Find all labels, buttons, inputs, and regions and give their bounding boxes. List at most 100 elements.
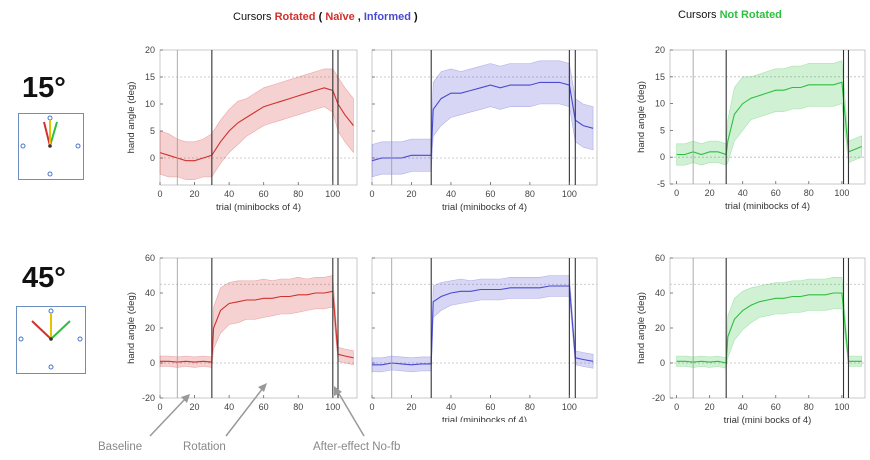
target-dot — [47, 171, 53, 177]
error-band — [159, 68, 354, 180]
x-tick-label: 60 — [771, 188, 781, 198]
error-band — [676, 277, 862, 369]
y-tick-label: 60 — [145, 253, 155, 263]
x-axis-label: trial (mini bocks of 4) — [724, 415, 812, 426]
x-tick-label: 0 — [369, 402, 374, 412]
y-axis-label: hand angle (deg) — [636, 81, 647, 153]
x-tick-label: 0 — [674, 188, 679, 198]
y-tick-label: -20 — [142, 393, 155, 403]
y-tick-label: 0 — [660, 358, 665, 368]
chart-45-not-rotated: 0 20 40 60 80 100 -20 0 20 40 60 trial (mini bocks … — [636, 253, 866, 426]
baseline-annotation: Baseline — [98, 441, 143, 453]
y-tick-label: 20 — [655, 45, 665, 55]
baseline-arrowhead — [181, 394, 190, 403]
x-tick-label: 100 — [325, 189, 340, 199]
x-tick-label: 60 — [259, 189, 269, 199]
y-tick-label: 5 — [150, 126, 155, 136]
aftereffect-annotation: After-effect No-fb — [313, 441, 401, 453]
x-tick-label: 80 — [804, 402, 814, 412]
y-tick-label: 0 — [150, 358, 155, 368]
target-diagram-15 — [18, 113, 84, 180]
x-tick-label: 100 — [834, 402, 849, 412]
x-tick-label: 60 — [771, 402, 781, 412]
plot-area — [159, 49, 358, 186]
x-tick-label: 80 — [525, 189, 535, 199]
y-tick-label: 10 — [145, 99, 155, 109]
y-tick-label: -20 — [652, 393, 665, 403]
baseline-arrow — [149, 397, 187, 437]
not-rotated-arrow — [49, 121, 58, 147]
x-tick-label: 100 — [834, 188, 849, 198]
mean-line — [676, 292, 862, 364]
x-tick-label: 0 — [369, 189, 374, 199]
x-tick-label: 20 — [406, 402, 416, 412]
mean-line — [159, 87, 354, 162]
y-axis-label: hand angle (deg) — [636, 292, 647, 364]
target-diagram-45 — [16, 306, 86, 374]
x-tick-label: 40 — [446, 402, 456, 412]
start-dot — [49, 337, 53, 341]
plot-area — [371, 257, 598, 399]
aftereffect-arrowhead — [334, 386, 342, 396]
x-tick-label: 20 — [705, 188, 715, 198]
paren-open: ( — [318, 11, 323, 23]
row-label-15: 15° — [22, 72, 66, 104]
x-tick-label: 80 — [293, 402, 303, 412]
y-axis-label: hand angle (deg) — [126, 292, 137, 364]
target-dot — [77, 336, 83, 342]
y-tick-label: 40 — [655, 288, 665, 298]
x-tick-label: 100 — [562, 189, 577, 199]
comma: , — [357, 11, 361, 23]
x-tick-label: 20 — [705, 402, 715, 412]
y-tick-label: 0 — [150, 153, 155, 163]
x-tick-label: 20 — [406, 189, 416, 199]
y-tick-label: -5 — [657, 179, 665, 189]
not-rotated-header-word: Not Rotated — [719, 9, 782, 21]
y-axis-label: hand angle (deg) — [126, 82, 137, 154]
plot-area — [159, 257, 358, 399]
error-band — [159, 275, 354, 368]
x-tick-label: 80 — [525, 402, 535, 412]
y-tick-label: 15 — [145, 72, 155, 82]
aftereffect-arrow — [337, 391, 365, 437]
x-tick-label: 0 — [157, 189, 162, 199]
x-tick-label: 100 — [562, 402, 577, 412]
paren-close: ) — [414, 11, 418, 23]
rotated-header-prefix: Cursors — [233, 11, 272, 23]
error-band — [676, 60, 862, 166]
error-band — [371, 60, 594, 178]
mean-line — [371, 81, 594, 162]
x-tick-label: 80 — [804, 188, 814, 198]
x-tick-label: 40 — [738, 402, 748, 412]
naive-label: Naïve — [325, 11, 355, 23]
x-tick-label: 80 — [293, 189, 303, 199]
x-tick-label: 0 — [674, 402, 679, 412]
x-tick-label: 100 — [325, 402, 340, 412]
chart-15-not-rotated: 0 20 40 60 80 100 -5 0 5 10 15 20 trial (minibocks o… — [636, 45, 866, 212]
plot-area — [371, 49, 598, 186]
not-rotated-header: Cursors Not Rotated — [678, 9, 782, 21]
y-tick-label: 20 — [145, 323, 155, 333]
x-tick-label: 40 — [224, 189, 234, 199]
x-axis-label: trial (minibocks of 4) — [725, 201, 810, 212]
y-tick-label: 15 — [655, 72, 665, 82]
chart-15-naive: 0 20 40 60 80 100 0 5 10 15 20 trial (minibocks of … — [126, 45, 358, 213]
informed-label: Informed — [363, 11, 411, 23]
y-tick-label: 20 — [145, 45, 155, 55]
x-axis-label: trial (minibocks of 4) — [442, 415, 527, 422]
row-label-45: 45° — [22, 262, 66, 294]
x-tick-label: 60 — [485, 402, 495, 412]
rotated-header: Cursors Rotated ( Naïve , Informed ) — [233, 11, 418, 23]
not-rotated-header-prefix: Cursors — [678, 9, 717, 21]
y-tick-label: 5 — [660, 125, 665, 135]
naive-arrow — [31, 320, 52, 340]
not-rotated-arrow — [50, 320, 71, 340]
x-tick-label: 60 — [485, 189, 495, 199]
chart-45-informed: 0 20 40 60 80 100 trial (minibocks of 4) — [369, 257, 598, 422]
target-dot — [20, 143, 26, 149]
target-dot — [75, 143, 81, 149]
x-tick-label: 40 — [738, 188, 748, 198]
